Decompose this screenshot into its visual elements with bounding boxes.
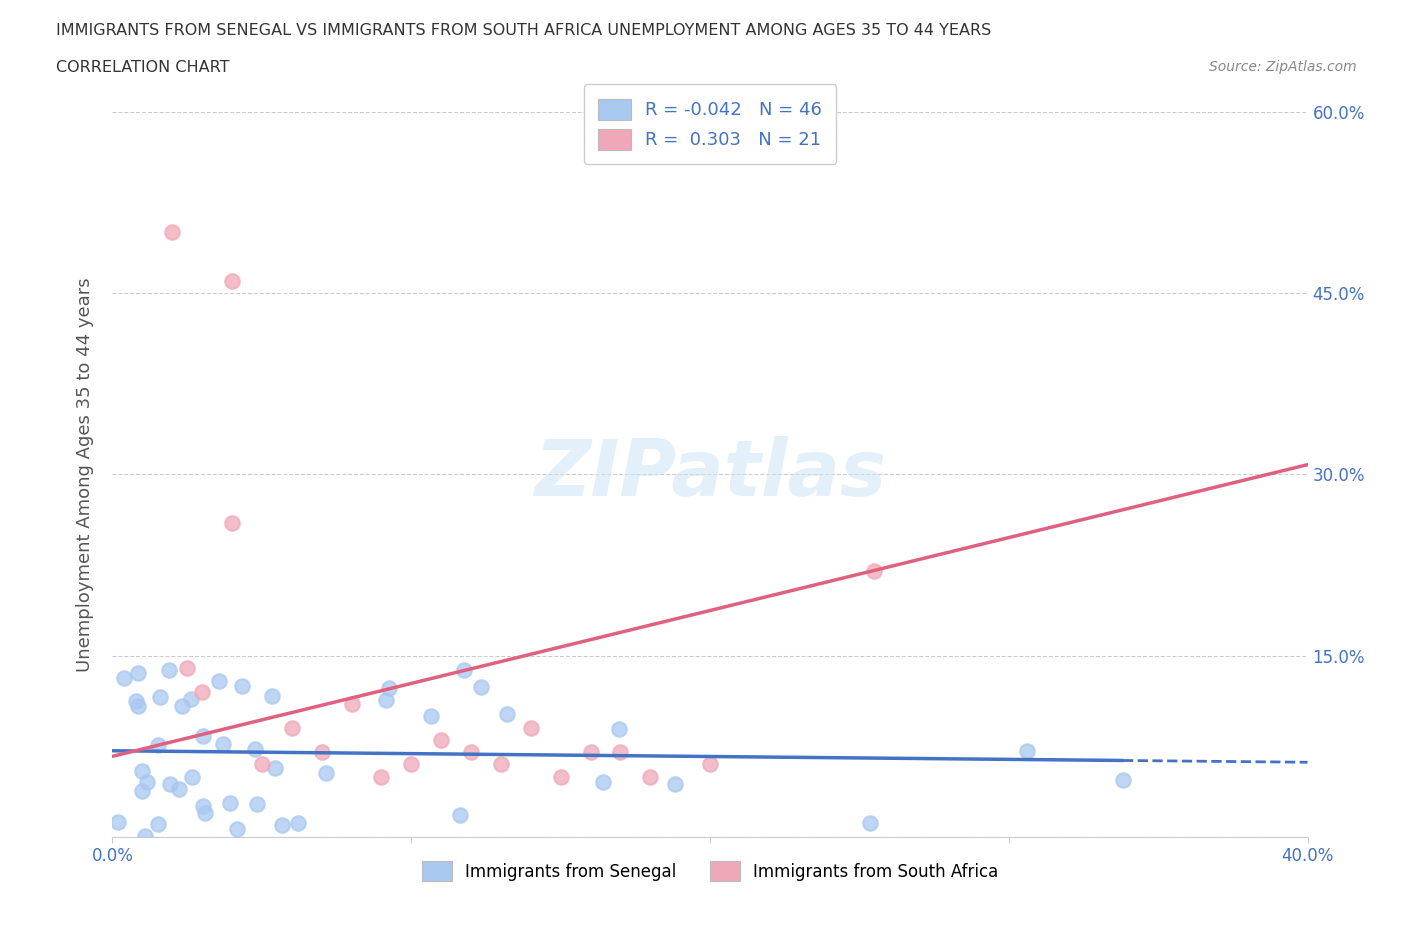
- Point: [1112, 773, 1135, 788]
- Point: [664, 777, 686, 791]
- Legend: Immigrants from Senegal, Immigrants from South Africa: Immigrants from Senegal, Immigrants from…: [409, 848, 1011, 894]
- Point: [191, 798, 214, 813]
- Point: [470, 680, 492, 695]
- Point: [148, 817, 170, 831]
- Point: [378, 681, 401, 696]
- Text: CORRELATION CHART: CORRELATION CHART: [56, 60, 229, 75]
- Point: [260, 688, 283, 703]
- Point: [181, 769, 204, 784]
- Point: [176, 660, 198, 675]
- Point: [194, 805, 217, 820]
- Point: [401, 757, 423, 772]
- Point: [370, 769, 392, 784]
- Point: [157, 662, 180, 677]
- Point: [315, 765, 337, 780]
- Point: [640, 769, 662, 784]
- Point: [264, 760, 287, 775]
- Point: [149, 689, 172, 704]
- Point: [134, 829, 156, 844]
- Point: [167, 782, 190, 797]
- Point: [374, 693, 396, 708]
- Point: [127, 666, 149, 681]
- Point: [250, 757, 273, 772]
- Point: [191, 684, 214, 699]
- Point: [193, 728, 215, 743]
- Text: Source: ZipAtlas.com: Source: ZipAtlas.com: [1209, 60, 1357, 74]
- Point: [135, 775, 157, 790]
- Point: [419, 709, 441, 724]
- Point: [281, 721, 304, 736]
- Point: [550, 769, 572, 784]
- Point: [159, 777, 181, 791]
- Point: [112, 671, 135, 685]
- Point: [127, 698, 149, 713]
- Point: [231, 678, 253, 693]
- Point: [219, 796, 242, 811]
- Point: [460, 745, 482, 760]
- Point: [699, 757, 721, 772]
- Point: [496, 706, 519, 721]
- Point: [162, 225, 183, 240]
- Point: [311, 745, 333, 760]
- Y-axis label: Unemployment Among Ages 35 to 44 years: Unemployment Among Ages 35 to 44 years: [76, 277, 94, 671]
- Point: [579, 745, 602, 760]
- Point: [453, 662, 475, 677]
- Point: [146, 737, 169, 752]
- Point: [592, 775, 614, 790]
- Point: [221, 273, 243, 288]
- Point: [226, 822, 249, 837]
- Point: [208, 673, 231, 688]
- Point: [1017, 743, 1039, 758]
- Point: [609, 745, 631, 760]
- Text: IMMIGRANTS FROM SENEGAL VS IMMIGRANTS FROM SOUTH AFRICA UNEMPLOYMENT AMONG AGES : IMMIGRANTS FROM SENEGAL VS IMMIGRANTS FR…: [56, 23, 991, 38]
- Point: [131, 764, 153, 778]
- Point: [520, 721, 543, 736]
- Point: [172, 698, 194, 713]
- Point: [430, 733, 453, 748]
- Point: [221, 515, 243, 530]
- Point: [211, 737, 233, 751]
- Point: [125, 694, 148, 709]
- Point: [243, 741, 266, 756]
- Point: [271, 817, 294, 832]
- Point: [489, 757, 512, 772]
- Point: [449, 807, 471, 822]
- Point: [859, 815, 882, 830]
- Point: [607, 722, 630, 737]
- Text: ZIPatlas: ZIPatlas: [534, 436, 886, 512]
- Point: [246, 796, 269, 811]
- Point: [340, 697, 363, 711]
- Point: [287, 816, 309, 830]
- Point: [180, 692, 202, 707]
- Point: [131, 784, 153, 799]
- Point: [863, 564, 886, 578]
- Point: [107, 815, 129, 830]
